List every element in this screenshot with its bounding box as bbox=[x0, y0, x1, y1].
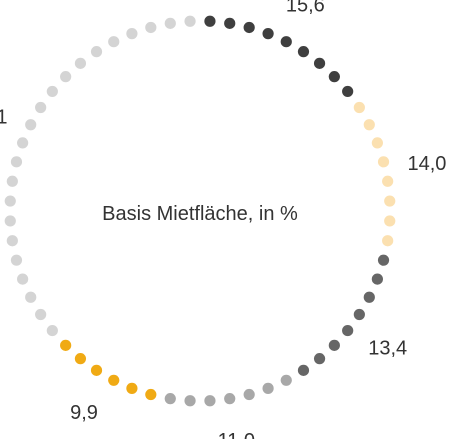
slice-dot bbox=[377, 156, 390, 168]
slice-dot bbox=[184, 395, 196, 407]
slice-value-label: 13,4 bbox=[368, 337, 407, 359]
slice-dot bbox=[74, 57, 87, 69]
slice-dot bbox=[384, 215, 396, 227]
slice-dot bbox=[17, 137, 29, 149]
slice-dot bbox=[108, 36, 120, 48]
slice-dot bbox=[297, 46, 310, 58]
slice-dot bbox=[328, 71, 340, 83]
slice-dot bbox=[280, 36, 292, 48]
slice-value-label: 36,1 bbox=[0, 107, 8, 129]
slice-dot bbox=[6, 235, 18, 247]
slice-dot bbox=[60, 339, 72, 351]
slice-dot bbox=[363, 119, 375, 131]
slice-dot bbox=[126, 28, 138, 40]
slice-dot bbox=[342, 85, 354, 98]
slice-dot bbox=[262, 28, 274, 40]
slice-dot bbox=[108, 374, 120, 386]
slice-dot bbox=[224, 393, 236, 405]
slice-dot bbox=[35, 308, 47, 321]
dots-layer bbox=[4, 15, 396, 407]
slice-dot bbox=[297, 364, 310, 376]
slice-dot bbox=[145, 388, 157, 401]
slice-dot bbox=[25, 119, 37, 131]
slice-dot bbox=[353, 101, 365, 114]
slice-dot bbox=[243, 21, 255, 34]
slice-dot bbox=[10, 156, 23, 168]
chart-center-label: Basis Mietfläche, in % bbox=[102, 203, 298, 225]
slice-dot bbox=[74, 353, 87, 365]
slice-dot bbox=[46, 324, 58, 337]
slice-dot bbox=[10, 254, 23, 266]
slice-dot bbox=[371, 273, 383, 285]
slice-dot bbox=[46, 85, 58, 98]
slice-dot bbox=[382, 235, 394, 247]
slice-dot bbox=[164, 393, 176, 405]
slice-dot bbox=[371, 137, 383, 149]
slice-dot bbox=[90, 364, 103, 376]
slice-dot bbox=[224, 17, 236, 29]
slice-dot bbox=[313, 353, 326, 365]
slice-dot bbox=[243, 388, 255, 401]
slice-dot bbox=[60, 71, 72, 83]
slice-value-label: 11,0 bbox=[218, 430, 255, 439]
slice-dot bbox=[363, 291, 375, 303]
slice-value-label: 14,0 bbox=[407, 153, 446, 175]
slice-dot bbox=[4, 215, 16, 227]
slice-value-label: 15,6 bbox=[286, 0, 325, 16]
slice-dot bbox=[353, 308, 365, 321]
slice-dot bbox=[204, 395, 216, 407]
slice-dot bbox=[6, 175, 18, 187]
slice-dot bbox=[35, 101, 47, 114]
slice-value-label: 9,9 bbox=[70, 402, 98, 424]
slice-dot bbox=[384, 195, 396, 207]
slice-dot bbox=[262, 382, 274, 394]
slice-dot bbox=[25, 291, 37, 303]
slice-dot bbox=[204, 15, 216, 27]
slice-dot bbox=[313, 57, 326, 69]
slice-dot bbox=[17, 273, 29, 285]
slice-dot bbox=[377, 254, 390, 266]
slice-dot bbox=[280, 374, 292, 386]
slice-dot bbox=[184, 15, 196, 27]
slice-dot bbox=[164, 17, 176, 29]
slice-dot bbox=[328, 339, 340, 351]
slice-dot bbox=[342, 324, 354, 337]
slice-dot bbox=[382, 175, 394, 187]
slice-dot bbox=[90, 46, 103, 58]
slice-dot bbox=[4, 195, 16, 207]
slice-dot bbox=[126, 382, 138, 394]
slice-dot bbox=[145, 21, 157, 34]
